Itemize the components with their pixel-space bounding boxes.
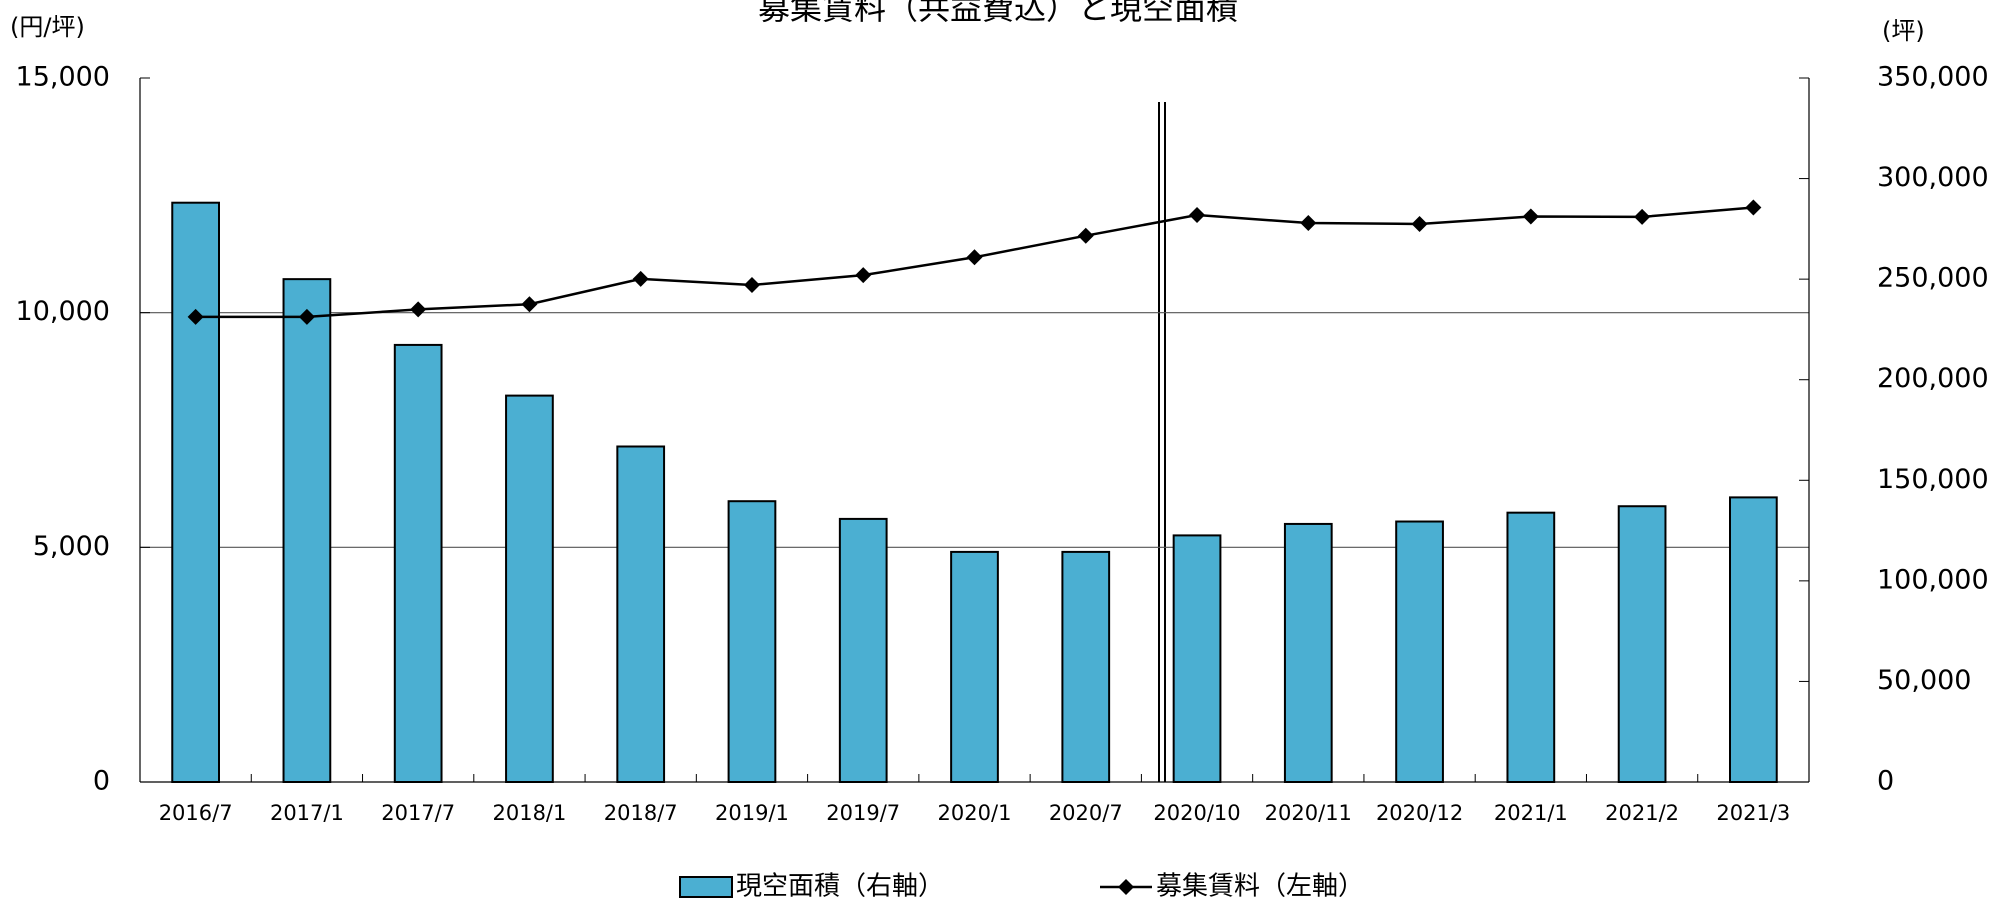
x-tick-label: 2021/2 <box>1605 801 1679 825</box>
marker <box>1745 199 1762 216</box>
y-tick-label: 10,000 <box>16 296 110 327</box>
y2-tick-label: 150,000 <box>1877 464 1989 495</box>
y2-tick-label: 0 <box>1877 766 1894 797</box>
bar <box>282 278 332 783</box>
marker <box>1411 215 1428 232</box>
marker <box>855 267 872 284</box>
legend-swatch <box>1118 879 1134 895</box>
marker <box>1189 207 1206 224</box>
x-tick-label: 2020/10 <box>1153 801 1240 825</box>
x-tick-label: 2018/7 <box>604 801 678 825</box>
bar <box>1061 550 1111 783</box>
marker <box>298 308 315 325</box>
marker <box>966 249 983 266</box>
bar <box>1283 522 1333 783</box>
x-tick-label: 2019/7 <box>826 801 900 825</box>
y2-tick-label: 300,000 <box>1877 162 1989 193</box>
marker <box>743 276 760 293</box>
legend-swatch <box>679 876 733 898</box>
x-tick-label: 2021/3 <box>1716 801 1790 825</box>
bar <box>393 343 443 783</box>
y2-tick-label: 100,000 <box>1877 564 1989 595</box>
marker <box>187 308 204 325</box>
bar <box>1506 511 1556 784</box>
x-tick-label: 2020/11 <box>1265 801 1352 825</box>
bar <box>950 550 999 783</box>
bar <box>505 394 554 783</box>
y-tick-label: 0 <box>93 766 110 797</box>
x-tick-label: 2018/1 <box>492 801 566 825</box>
legend-label: 募集賃料（左軸） <box>1156 872 1364 902</box>
bar <box>616 445 666 783</box>
y2-tick-label: 50,000 <box>1877 665 1971 696</box>
x-tick-label: 2017/1 <box>270 801 344 825</box>
legend-label: 現空面積（右軸） <box>736 872 944 902</box>
bar <box>1172 534 1222 783</box>
marker <box>632 270 649 287</box>
y-tick-label: 15,000 <box>16 62 110 93</box>
chart-title: 募集賃料（共益費込）と現空面積 <box>758 0 1238 27</box>
bar <box>1617 505 1667 783</box>
marker <box>1634 208 1651 225</box>
marker <box>1300 215 1317 232</box>
bar <box>1729 496 1778 783</box>
x-tick-label: 2020/1 <box>938 801 1012 825</box>
x-tick-label: 2021/1 <box>1494 801 1568 825</box>
x-tick-label: 2016/7 <box>159 801 233 825</box>
marker <box>1077 227 1094 244</box>
x-tick-label: 2020/7 <box>1049 801 1123 825</box>
bar <box>727 500 777 783</box>
y-tick-label: 5,000 <box>33 531 110 562</box>
y2-tick-label: 250,000 <box>1877 263 1989 294</box>
marker <box>1522 208 1539 225</box>
x-tick-label: 2017/7 <box>381 801 455 825</box>
x-tick-label: 2019/1 <box>715 801 789 825</box>
bar <box>838 517 888 783</box>
y2-tick-label: 350,000 <box>1877 62 1989 93</box>
y2-axis-label: (坪) <box>1882 17 1925 45</box>
bar <box>1395 520 1444 784</box>
marker <box>410 301 427 318</box>
y-axis-label: (円/坪) <box>10 13 85 41</box>
bar <box>171 201 220 784</box>
x-tick-label: 2020/12 <box>1376 801 1463 825</box>
marker <box>521 296 538 313</box>
y2-tick-label: 200,000 <box>1877 363 1989 394</box>
